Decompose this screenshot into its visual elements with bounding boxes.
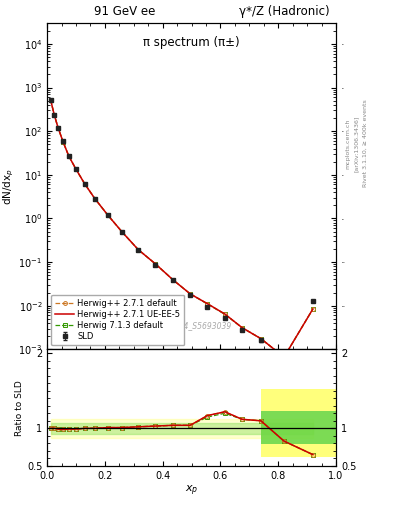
Herwig++ 2.7.1 default [171, 276, 175, 283]
Herwig++ 2.7.1 UE-EE-5 [74, 166, 79, 173]
Text: π spectrum (π±): π spectrum (π±) [143, 36, 240, 49]
Herwig++ 2.7.1 default [120, 229, 125, 235]
Herwig++ 2.7.1 default [83, 181, 87, 187]
Text: Rivet 3.1.10, ≥ 400k events: Rivet 3.1.10, ≥ 400k events [362, 99, 367, 187]
Herwig 7.1.3 default [105, 212, 110, 218]
Herwig++ 2.7.1 default [74, 166, 79, 173]
Herwig++ 2.7.1 default [48, 97, 53, 103]
Herwig++ 2.7.1 UE-EE-5 [282, 354, 286, 360]
Herwig++ 2.7.1 UE-EE-5 [56, 125, 61, 131]
Legend: Herwig++ 2.7.1 default, Herwig++ 2.7.1 UE-EE-5, Herwig 7.1.3 default, SLD: Herwig++ 2.7.1 default, Herwig++ 2.7.1 U… [51, 294, 184, 345]
Herwig++ 2.7.1 UE-EE-5 [259, 335, 263, 342]
Herwig++ 2.7.1 default [136, 246, 141, 252]
Herwig++ 2.7.1 default [92, 196, 97, 202]
Line: Herwig++ 2.7.1 default: Herwig++ 2.7.1 default [49, 98, 315, 359]
Herwig++ 2.7.1 default [310, 306, 315, 312]
Line: Herwig 7.1.3 default: Herwig 7.1.3 default [49, 98, 315, 359]
Herwig++ 2.7.1 UE-EE-5 [188, 291, 193, 297]
Herwig++ 2.7.1 UE-EE-5 [171, 276, 175, 283]
Herwig 7.1.3 default [282, 354, 286, 360]
Herwig++ 2.7.1 UE-EE-5 [61, 139, 65, 145]
Herwig 7.1.3 default [136, 246, 141, 252]
Herwig 7.1.3 default [48, 97, 53, 103]
Herwig++ 2.7.1 default [282, 354, 286, 360]
Herwig++ 2.7.1 UE-EE-5 [240, 325, 244, 331]
Herwig 7.1.3 default [66, 153, 71, 159]
Herwig++ 2.7.1 UE-EE-5 [48, 97, 53, 103]
Herwig++ 2.7.1 UE-EE-5 [205, 301, 210, 307]
Herwig++ 2.7.1 default [52, 112, 57, 118]
Text: γ*/Z (Hadronic): γ*/Z (Hadronic) [239, 5, 329, 18]
Herwig++ 2.7.1 UE-EE-5 [66, 153, 71, 159]
Herwig++ 2.7.1 UE-EE-5 [120, 229, 125, 235]
Herwig++ 2.7.1 default [222, 311, 227, 317]
Herwig 7.1.3 default [83, 181, 87, 187]
Text: SLD_2004_S5693039: SLD_2004_S5693039 [151, 321, 232, 330]
Herwig 7.1.3 default [61, 139, 65, 145]
Herwig 7.1.3 default [153, 261, 158, 267]
Herwig++ 2.7.1 UE-EE-5 [105, 212, 110, 218]
Herwig++ 2.7.1 UE-EE-5 [83, 181, 87, 187]
Herwig 7.1.3 default [92, 196, 97, 202]
Herwig++ 2.7.1 default [259, 335, 263, 342]
Y-axis label: Ratio to SLD: Ratio to SLD [15, 380, 24, 436]
Herwig 7.1.3 default [171, 276, 175, 283]
Herwig++ 2.7.1 default [66, 153, 71, 159]
Herwig++ 2.7.1 default [61, 139, 65, 145]
Herwig 7.1.3 default [205, 301, 210, 307]
Herwig++ 2.7.1 UE-EE-5 [136, 246, 141, 252]
Bar [261, 389, 339, 457]
Herwig++ 2.7.1 UE-EE-5 [310, 306, 315, 312]
Herwig 7.1.3 default [240, 325, 244, 331]
Herwig 7.1.3 default [56, 125, 61, 131]
X-axis label: $x_{p}$: $x_{p}$ [185, 483, 198, 498]
Herwig 7.1.3 default [259, 335, 263, 342]
Line: Herwig++ 2.7.1 UE-EE-5: Herwig++ 2.7.1 UE-EE-5 [51, 100, 313, 357]
Text: [arXiv:1306.3436]: [arXiv:1306.3436] [354, 115, 359, 172]
Herwig 7.1.3 default [74, 166, 79, 173]
Herwig 7.1.3 default [52, 112, 57, 118]
Herwig++ 2.7.1 default [205, 301, 210, 307]
Herwig 7.1.3 default [188, 291, 193, 297]
Herwig++ 2.7.1 default [105, 212, 110, 218]
Herwig++ 2.7.1 UE-EE-5 [92, 196, 97, 202]
Herwig++ 2.7.1 UE-EE-5 [52, 112, 57, 118]
Herwig 7.1.3 default [222, 311, 227, 317]
Herwig++ 2.7.1 default [240, 325, 244, 331]
Herwig++ 2.7.1 default [56, 125, 61, 131]
Herwig++ 2.7.1 default [153, 261, 158, 267]
Herwig 7.1.3 default [310, 306, 315, 312]
Text: mcplots.cern.ch: mcplots.cern.ch [345, 118, 350, 168]
Y-axis label: dN/dx$_p$: dN/dx$_p$ [1, 168, 16, 205]
Bar [261, 411, 339, 444]
Herwig 7.1.3 default [120, 229, 125, 235]
Herwig++ 2.7.1 UE-EE-5 [222, 311, 227, 317]
Herwig++ 2.7.1 default [188, 291, 193, 297]
Herwig++ 2.7.1 UE-EE-5 [153, 261, 158, 267]
Text: 91 GeV ee: 91 GeV ee [94, 5, 156, 18]
